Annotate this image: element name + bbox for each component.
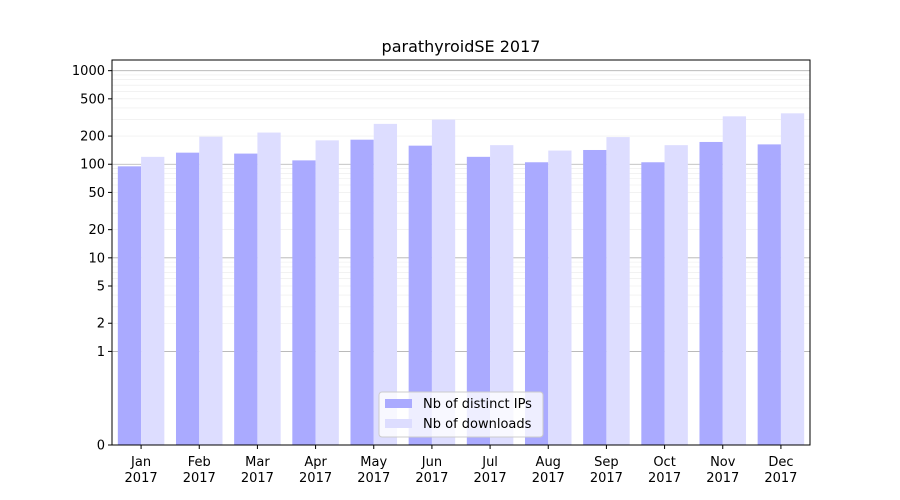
legend-label: Nb of downloads <box>423 417 532 432</box>
x-tick-label-month: Apr <box>304 455 327 470</box>
x-tick-label-year: 2017 <box>183 471 216 486</box>
x-tick-label-month: Nov <box>710 455 736 470</box>
bar <box>780 113 805 446</box>
legend-swatch <box>385 419 412 428</box>
legend-swatch <box>385 399 412 408</box>
bar <box>641 162 665 446</box>
bar <box>722 116 747 445</box>
plot-frame <box>111 59 811 446</box>
x-axis: Jan2017Feb2017Mar2017Apr2017May2017Jun20… <box>125 445 797 486</box>
x-tick-label-month: Jul <box>481 455 498 470</box>
bar <box>408 145 432 445</box>
y-tick-label: 5 <box>97 280 105 295</box>
x-tick-label-month: Jun <box>421 455 442 470</box>
bar <box>490 145 514 445</box>
x-tick-label-month: Sep <box>594 455 619 470</box>
y-axis: 0 1 2 5 10 20 50 100 200 500 1000 <box>72 64 112 454</box>
x-tick-label-year: 2017 <box>764 471 797 486</box>
x-tick-label-month: May <box>360 455 387 470</box>
legend-label: Nb of distinct IPs <box>423 397 532 412</box>
x-tick-label-month: Feb <box>188 455 211 470</box>
bar <box>373 123 398 445</box>
bar <box>315 140 339 445</box>
bar <box>117 166 142 445</box>
bar <box>699 141 723 445</box>
bar <box>257 132 281 445</box>
bar <box>199 136 223 445</box>
y-tick-label: 2 <box>97 317 105 332</box>
x-tick-label-month: Oct <box>653 455 675 470</box>
y-tick-label: 500 <box>80 92 105 107</box>
bar <box>664 145 688 445</box>
bar <box>292 160 316 445</box>
x-tick-label-month: Mar <box>245 455 270 470</box>
bar <box>234 153 258 446</box>
x-tick-label-year: 2017 <box>532 471 565 486</box>
y-tick-label: 200 <box>80 130 105 145</box>
x-tick-label-year: 2017 <box>125 471 158 486</box>
x-tick-label-year: 2017 <box>241 471 274 486</box>
bar <box>606 137 630 445</box>
bar <box>350 139 374 445</box>
y-tick-label: 0 <box>97 439 105 454</box>
x-tick-label-year: 2017 <box>357 471 390 486</box>
y-tick-label: 1000 <box>72 64 105 79</box>
x-tick-label-year: 2017 <box>706 471 739 486</box>
x-tick-label-year: 2017 <box>299 471 332 486</box>
x-tick-label-year: 2017 <box>648 471 681 486</box>
y-tick-label: 100 <box>80 158 105 173</box>
y-tick-label: 50 <box>88 186 105 201</box>
chart-title: parathyroidSE 2017 <box>382 37 541 56</box>
bars <box>117 113 805 446</box>
y-tick-label: 1 <box>97 345 105 360</box>
bar <box>175 152 200 445</box>
legend-box <box>378 391 544 438</box>
bar <box>141 156 165 446</box>
x-tick-label-year: 2017 <box>590 471 623 486</box>
y-tick-label: 10 <box>88 251 105 266</box>
bar <box>524 162 549 446</box>
y-tick-label: 20 <box>88 223 105 238</box>
x-tick-label-month: Dec <box>768 455 793 470</box>
x-tick-label-month: Aug <box>536 455 561 470</box>
bar <box>583 149 607 445</box>
x-tick-label-month: Jan <box>130 455 151 470</box>
bar <box>548 150 572 445</box>
x-tick-label-year: 2017 <box>474 471 507 486</box>
bar <box>466 156 491 446</box>
bar <box>757 144 781 445</box>
legend: Nb of distinct IPs Nb of downloads <box>378 391 544 438</box>
x-tick-label-year: 2017 <box>415 471 448 486</box>
bar <box>431 119 456 446</box>
grid-lines <box>112 70 810 352</box>
